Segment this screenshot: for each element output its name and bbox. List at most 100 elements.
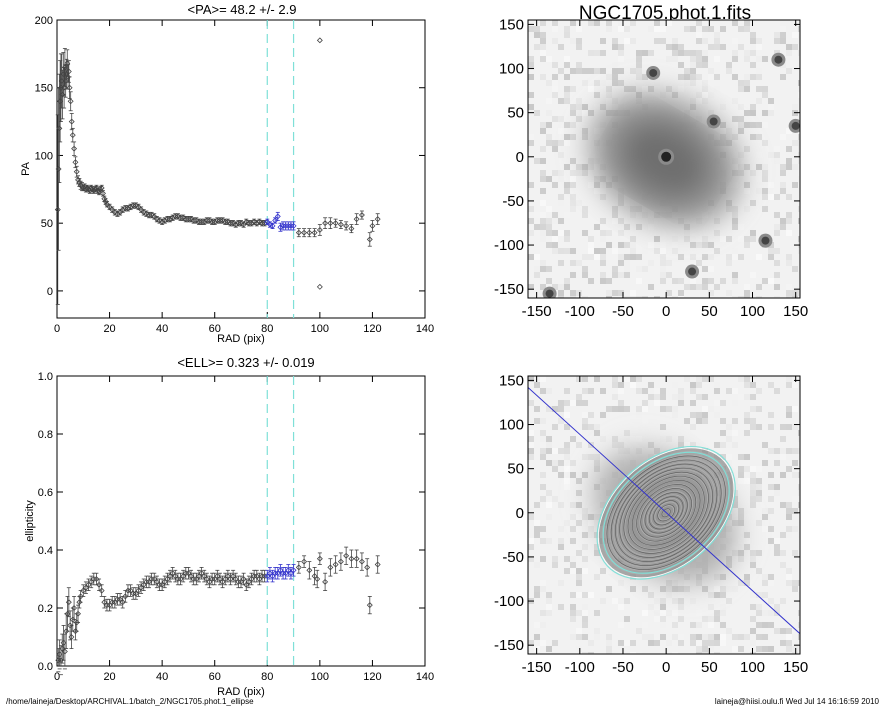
image-noise-pixel xyxy=(786,68,792,74)
image-noise-pixel xyxy=(774,38,780,44)
contour-noise-pixel xyxy=(564,442,570,448)
contour-noise-pixel xyxy=(540,610,546,616)
contour-noise-pixel xyxy=(678,592,684,598)
image-noise-pixel xyxy=(528,254,534,260)
contour-noise-pixel xyxy=(588,430,594,436)
ell-data-point xyxy=(80,587,87,594)
contour-noise-pixel xyxy=(756,466,762,472)
contour-noise-pixel xyxy=(798,622,800,628)
contour-noise-pixel xyxy=(552,496,558,502)
ell-data-point xyxy=(201,573,208,580)
image-noise-pixel xyxy=(732,20,738,26)
image-noise-pixel xyxy=(618,44,624,50)
contour-noise-pixel xyxy=(798,640,800,646)
contour-noise-pixel xyxy=(588,640,594,646)
contour-noise-pixel xyxy=(750,466,756,472)
image-noise-pixel xyxy=(582,206,588,212)
contour-noise-pixel xyxy=(750,484,756,490)
image-noise-pixel xyxy=(672,242,678,248)
contour-noise-pixel xyxy=(558,604,564,610)
image-noise-pixel xyxy=(582,296,588,298)
contour-noise-pixel xyxy=(618,388,624,394)
image-noise-pixel xyxy=(750,236,756,242)
contour-noise-pixel xyxy=(576,526,582,532)
ell-data-point xyxy=(274,570,281,577)
image-noise-pixel xyxy=(786,128,792,134)
contour-noise-pixel xyxy=(780,562,786,568)
image-noise-pixel xyxy=(576,38,582,44)
image-noise-pixel xyxy=(576,68,582,74)
image-noise-pixel xyxy=(570,86,576,92)
ell-data-point xyxy=(327,564,334,571)
contour-noise-pixel xyxy=(546,592,552,598)
image-noise-pixel xyxy=(558,152,564,158)
pa-title: <PA>= 48.2 +/- 2.9 xyxy=(188,2,297,17)
image-noise-pixel xyxy=(732,212,738,218)
contour-noise-pixel xyxy=(792,460,798,466)
ell-data-point xyxy=(68,634,75,640)
contour-noise-pixel xyxy=(726,442,732,448)
ell-data-point xyxy=(114,596,121,603)
contour-noise-pixel xyxy=(780,640,786,646)
image-noise-pixel xyxy=(744,296,750,298)
pa-data-point xyxy=(232,221,239,228)
image-noise-pixel xyxy=(786,254,792,260)
image-noise-pixel xyxy=(570,20,576,26)
contour-noise-pixel xyxy=(618,442,624,448)
image-noise-pixel xyxy=(732,74,738,80)
image-noise-pixel xyxy=(534,44,540,50)
contour-noise-pixel xyxy=(648,442,654,448)
contour-noise-pixel xyxy=(576,628,582,634)
pa-data-point xyxy=(227,220,234,227)
contour-noise-pixel xyxy=(738,580,744,586)
image-noise-pixel xyxy=(672,278,678,284)
contour-noise-pixel xyxy=(690,382,696,388)
contour-noise-pixel xyxy=(786,574,792,580)
ell-data-point xyxy=(290,567,297,574)
image-noise-pixel xyxy=(558,296,564,298)
contour-noise-pixel xyxy=(726,454,732,460)
image-noise-pixel xyxy=(738,86,744,92)
contour-noise-pixel xyxy=(540,586,546,592)
contour-noise-pixel xyxy=(624,376,630,382)
contour-noise-pixel xyxy=(744,376,750,382)
image-noise-pixel xyxy=(564,278,570,284)
outer-fit-ellipse xyxy=(596,445,736,580)
image-noise-pixel xyxy=(738,236,744,242)
contour-noise-pixel xyxy=(582,652,588,654)
contour-noise-pixel xyxy=(594,574,600,580)
contour-noise-pixel xyxy=(678,598,684,604)
contour-noise-pixel xyxy=(738,454,744,460)
isophote-ring xyxy=(619,467,714,558)
ell-data-point xyxy=(272,570,279,577)
contour-noise-pixel xyxy=(708,616,714,622)
contour-noise-pixel xyxy=(750,472,756,478)
contour-noise-pixel xyxy=(576,550,582,556)
ell-data-point xyxy=(248,576,255,582)
ell-data-point xyxy=(71,605,78,611)
pa-plot-frame xyxy=(56,19,426,319)
contour-noise-pixel xyxy=(648,640,654,646)
image-noise-pixel xyxy=(744,146,750,152)
contour-noise-pixel xyxy=(534,418,540,424)
contour-noise-pixel xyxy=(594,454,600,460)
image-noise-pixel xyxy=(702,38,708,44)
star xyxy=(688,267,697,276)
image-noise-pixel xyxy=(630,38,636,44)
contour-noise-pixel xyxy=(576,478,582,484)
contour-noise-pixel xyxy=(768,646,774,652)
contour-noise-pixel xyxy=(744,514,750,520)
pa-data-point xyxy=(366,236,373,243)
contour-noise-pixel xyxy=(540,430,546,436)
image-noise-pixel xyxy=(546,80,552,86)
contour-noise-pixel xyxy=(678,442,684,448)
image-noise-pixel xyxy=(558,38,564,44)
image-noise-pixel xyxy=(792,44,798,50)
pa-data-point xyxy=(269,222,276,229)
image-noise-pixel xyxy=(720,236,726,242)
image-noise-pixel xyxy=(612,98,618,104)
contour-noise-pixel xyxy=(702,640,708,646)
contour-noise-pixel xyxy=(792,652,798,654)
pa-xtick-label: 20 xyxy=(103,323,115,335)
